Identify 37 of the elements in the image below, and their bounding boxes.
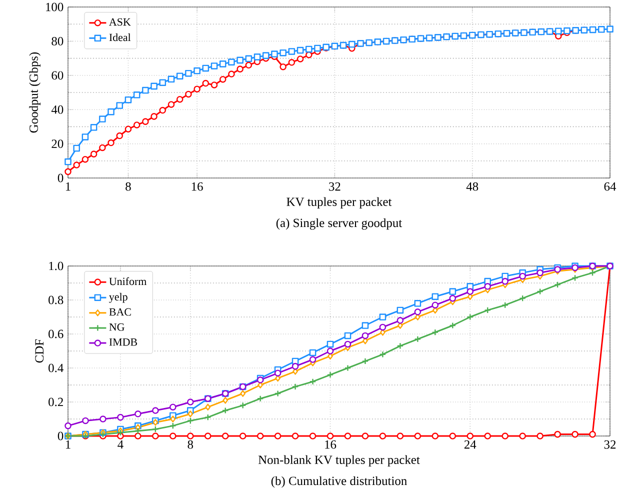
y-axis-title: CDF [35, 339, 44, 363]
text: (a) Single server goodput [276, 218, 402, 230]
legend-label: IMDB [109, 338, 138, 346]
y-tick-label: 0.8 [48, 296, 64, 304]
x-tick-label: 32 [329, 182, 340, 191]
x-axis-title: Non-blank KV tuples per packet [258, 455, 420, 467]
y-tick-label: 0 [58, 432, 64, 440]
legend-label: ASK [109, 18, 131, 26]
x-tick-label: 4 [118, 440, 124, 449]
x-tick-label: 16 [192, 182, 203, 191]
x-tick-label: 1 [66, 182, 70, 191]
x-tick-label: 64 [604, 182, 616, 191]
y-axis-title: Goodput (Gbps) [29, 52, 40, 133]
y-tick-label: 60 [52, 71, 64, 80]
legend-label: yelp [109, 292, 128, 303]
y-tick-label: 100 [46, 2, 64, 12]
legend-label: BAC [109, 308, 131, 316]
x-tick-label: 24 [464, 440, 476, 449]
y-tick-label: 20 [52, 140, 64, 148]
y-tick-label: 80 [52, 37, 64, 46]
legend-label: Uniform [109, 277, 146, 286]
y-tick-label: 0.6 [48, 330, 64, 338]
legend-label: Ideal [109, 33, 131, 42]
x-tick-label: 48 [466, 182, 478, 191]
x-axis-title: KV tuples per packet [286, 197, 392, 209]
y-tick-label: 40 [51, 105, 64, 114]
y-tick-label: 0.4 [48, 364, 64, 372]
x-tick-label: 8 [188, 440, 194, 449]
y-tick-label: 0 [58, 174, 64, 182]
x-tick-label: 8 [126, 182, 131, 191]
x-tick-label: 32 [604, 440, 616, 449]
y-tick-label: 0.2 [48, 398, 63, 406]
y-tick-label: 1.0 [49, 262, 64, 270]
x-tick-label: 16 [325, 440, 336, 449]
legend-label: NG [109, 323, 124, 331]
x-tick-label: 1 [66, 440, 70, 449]
text: (b) Cumulative distribution [271, 476, 407, 488]
